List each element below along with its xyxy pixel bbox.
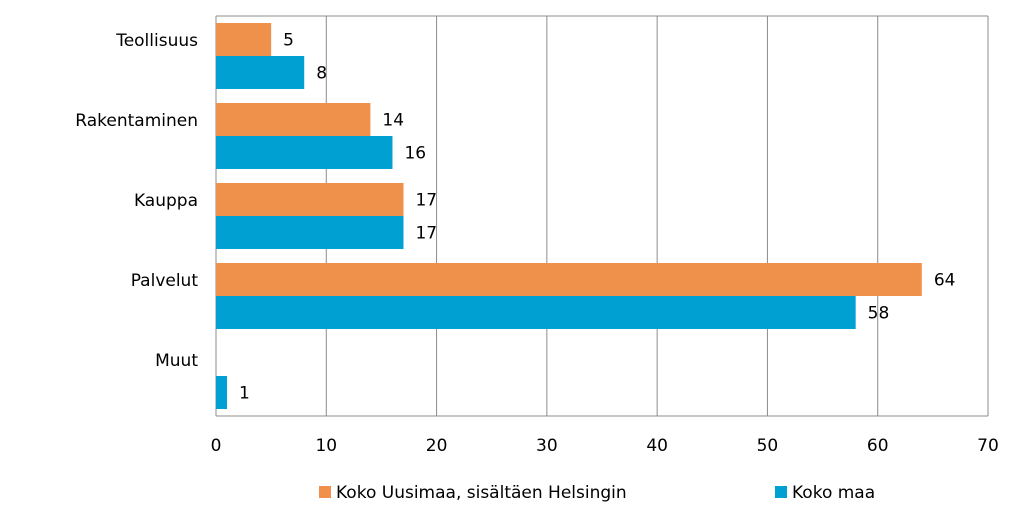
value-label-palvelut-series-0: 64: [934, 271, 956, 291]
bar-palvelut-series-0: [216, 263, 922, 296]
category-labels: Teollisuus Rakentaminen Kauppa Palvelut Muut: [75, 31, 198, 371]
category-label-muut: Muut: [155, 351, 198, 371]
category-label-teollisuus: Teollisuus: [115, 31, 198, 51]
gridlines: [215, 15, 989, 417]
value-label-kauppa-series-1: 17: [415, 224, 437, 244]
bar-rakentaminen-series-1: [216, 136, 393, 169]
x-tick-label-70: 70: [977, 436, 999, 456]
value-label-rakentaminen-series-1: 16: [404, 144, 426, 164]
legend: Koko Uusimaa, sisältäen Helsingin Koko ma…: [319, 483, 875, 503]
x-axis-tick-labels: 0 10 20 30 40 50 60 70: [211, 436, 999, 456]
legend-label-series-1: Koko maa: [792, 483, 875, 503]
value-label-rakentaminen-series-0: 14: [382, 111, 404, 131]
category-label-kauppa: Kauppa: [134, 191, 198, 211]
bar-teollisuus-series-0: [216, 23, 272, 56]
value-label-palvelut-series-1: 58: [868, 304, 890, 324]
value-label-teollisuus-series-0: 5: [283, 31, 294, 51]
x-tick-label-10: 10: [315, 436, 337, 456]
x-tick-label-20: 20: [426, 436, 448, 456]
bar-kauppa-series-1: [216, 216, 404, 249]
x-tick-label-0: 0: [211, 436, 222, 456]
category-label-palvelut: Palvelut: [131, 271, 199, 291]
x-tick-label-60: 60: [867, 436, 889, 456]
x-tick-label-40: 40: [646, 436, 668, 456]
category-label-rakentaminen: Rakentaminen: [75, 111, 198, 131]
value-label-teollisuus-series-1: 8: [316, 64, 327, 84]
x-tick-label-50: 50: [757, 436, 779, 456]
bar-muut-series-1: [216, 376, 228, 409]
value-label-muut-series-1: 1: [239, 384, 250, 404]
bar-teollisuus-series-1: [216, 56, 305, 89]
x-tick-label-30: 30: [536, 436, 558, 456]
bars: [216, 23, 922, 409]
bar-kauppa-series-0: [216, 183, 404, 216]
bar-rakentaminen-series-0: [216, 103, 371, 136]
legend-swatch-series-0: [319, 486, 331, 498]
legend-label-series-0: Koko Uusimaa, sisältäen Helsingin: [336, 483, 627, 503]
legend-swatch-series-1: [775, 486, 787, 498]
bar-palvelut-series-1: [216, 296, 856, 329]
value-label-kauppa-series-0: 17: [415, 191, 437, 211]
